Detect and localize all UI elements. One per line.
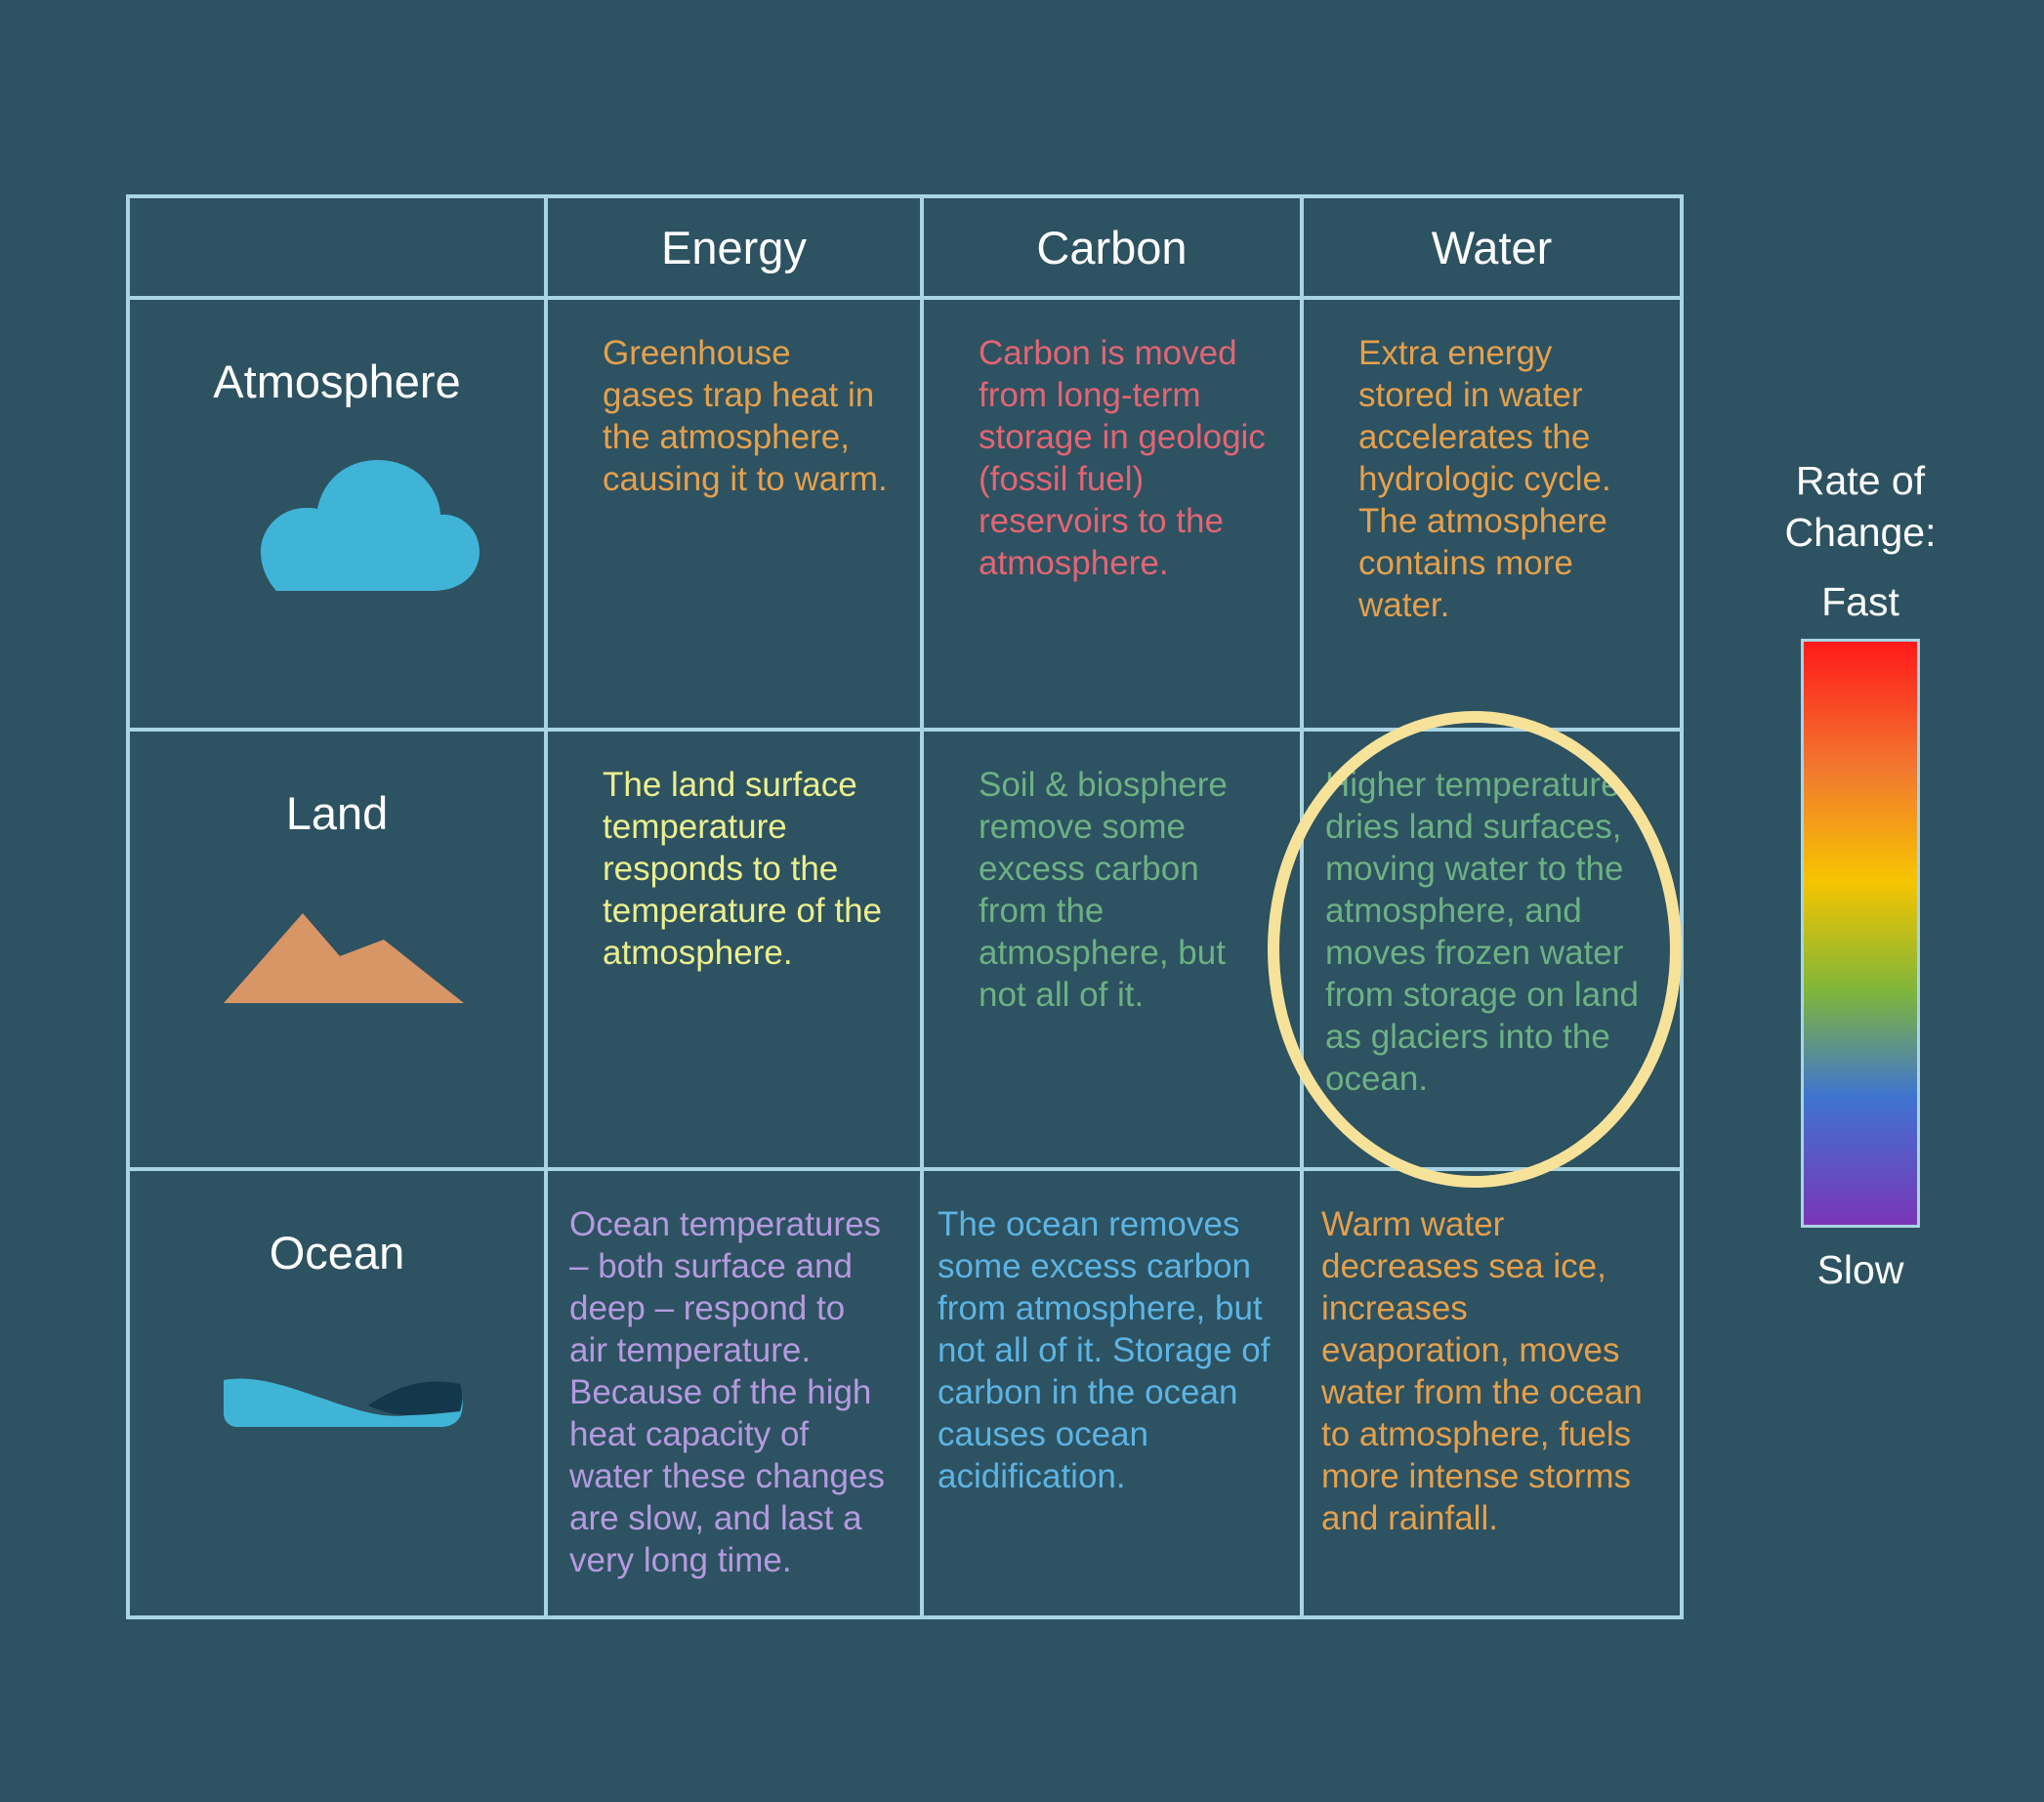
row-label-land: Land xyxy=(285,787,389,839)
cell-ocean-energy: Ocean temperatures – both surface and de… xyxy=(544,1167,924,1619)
cell-text: The ocean removes some excess carbon fro… xyxy=(938,1205,1271,1496)
legend-title: Rate of Change: xyxy=(1784,458,1937,556)
row-label-atmosphere: Atmosphere xyxy=(213,356,461,407)
wave-icon xyxy=(224,1378,463,1427)
cell-text: Greenhouse gases trap heat in the atmosp… xyxy=(603,334,888,499)
cell-atmosphere-energy: Greenhouse gases trap heat in the atmosp… xyxy=(544,296,924,732)
column-header-carbon: Carbon xyxy=(920,194,1304,300)
cell-text: Warm water decreases sea ice, increases … xyxy=(1321,1205,1643,1538)
row-header-atmosphere: Atmosphere xyxy=(126,296,548,732)
cell-text: Extra energy stored in water accelerates… xyxy=(1358,334,1611,625)
cell-text: The land surface temperature responds to… xyxy=(603,766,882,973)
cell-atmosphere-carbon: Carbon is moved from long-term storage i… xyxy=(920,296,1304,732)
cell-ocean-carbon: The ocean removes some excess carbon fro… xyxy=(920,1167,1304,1619)
cell-land-carbon: Soil & biosphere remove some excess carb… xyxy=(920,728,1304,1171)
rate-legend: Rate of Change: Fast Slow xyxy=(1768,455,1953,1293)
row-label-ocean: Ocean xyxy=(269,1227,405,1278)
column-header-energy: Energy xyxy=(544,194,924,300)
cell-text: Higher temperature dries land surfaces, … xyxy=(1325,766,1640,1099)
cell-land-water: Higher temperature dries land surfaces, … xyxy=(1300,728,1684,1171)
cell-atmosphere-water: Extra energy stored in water accelerates… xyxy=(1300,296,1684,732)
legend-fast-label: Fast xyxy=(1821,578,1899,624)
row-header-land: Land xyxy=(126,728,548,1171)
cloud-icon xyxy=(261,460,480,591)
column-header-water: Water xyxy=(1300,194,1684,300)
cell-text: Carbon is moved from long-term storage i… xyxy=(979,334,1266,583)
mountain-icon xyxy=(224,913,464,1003)
cell-land-energy: The land surface temperature responds to… xyxy=(544,728,924,1171)
cell-text: Ocean temperatures – both surface and de… xyxy=(569,1205,885,1580)
cell-ocean-water: Warm water decreases sea ice, increases … xyxy=(1300,1167,1684,1619)
cell-text: Soil & biosphere remove some excess carb… xyxy=(979,766,1228,1015)
corner-cell xyxy=(126,194,548,300)
legend-slow-label: Slow xyxy=(1816,1246,1904,1292)
row-header-ocean: Ocean xyxy=(126,1167,548,1619)
rate-of-change-table: Energy Carbon Water Atmosphere Greenhous… xyxy=(126,194,1684,1619)
rate-color-bar xyxy=(1801,638,1920,1228)
